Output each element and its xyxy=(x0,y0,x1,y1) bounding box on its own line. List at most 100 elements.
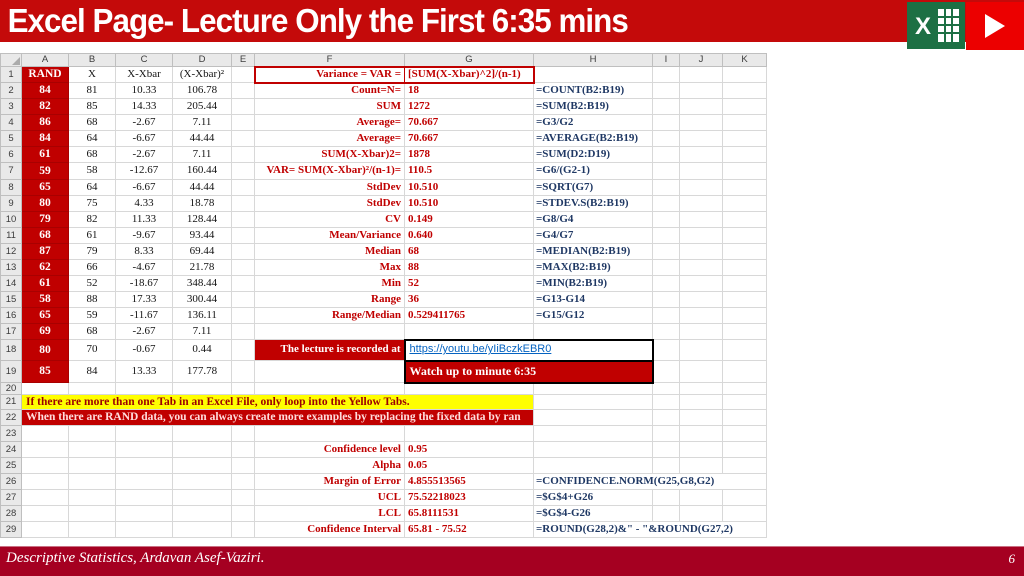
cell-K22[interactable] xyxy=(722,409,767,426)
cell-F1[interactable]: Variance = VAR = xyxy=(253,65,405,84)
cell-B19[interactable]: 84 xyxy=(68,360,116,383)
cell-H20[interactable] xyxy=(533,382,653,395)
row-header-20[interactable]: 20 xyxy=(0,382,22,395)
cell-G8[interactable]: 10.510 xyxy=(404,179,534,196)
row-header-18[interactable]: 18 xyxy=(0,339,22,361)
cell-E9[interactable] xyxy=(231,195,255,212)
cell-A19[interactable]: 85 xyxy=(21,360,69,383)
cell-F10[interactable]: CV xyxy=(254,211,405,228)
cell-B27[interactable] xyxy=(68,489,116,506)
row-header-12[interactable]: 12 xyxy=(0,243,22,260)
cell-I19[interactable] xyxy=(652,360,680,383)
cell-A20[interactable] xyxy=(21,382,69,395)
cell-H7[interactable]: =G6/(G2-1) xyxy=(533,162,653,180)
cell-C3[interactable]: 14.33 xyxy=(115,98,173,115)
cell-H13[interactable]: =MAX(B2:B19) xyxy=(533,259,653,276)
cell-C18[interactable]: -0.67 xyxy=(115,339,173,361)
cell-J20[interactable] xyxy=(679,382,723,395)
cell-J23[interactable] xyxy=(679,425,723,442)
cell-K13[interactable] xyxy=(722,259,767,276)
cell-E27[interactable] xyxy=(231,489,255,506)
cell-D24[interactable] xyxy=(172,441,232,458)
cell-K20[interactable] xyxy=(722,382,767,395)
cell-J24[interactable] xyxy=(679,441,723,458)
cell-H22[interactable] xyxy=(533,409,653,426)
cell-F11[interactable]: Mean/Variance xyxy=(254,227,405,244)
cell-K23[interactable] xyxy=(722,425,767,442)
col-header-F[interactable]: F xyxy=(254,53,405,67)
row-header-7[interactable]: 7 xyxy=(0,162,22,180)
cell-D27[interactable] xyxy=(172,489,232,506)
cell-K10[interactable] xyxy=(722,211,767,228)
cell-F13[interactable]: Max xyxy=(254,259,405,276)
cell-H12[interactable]: =MEDIAN(B2:B19) xyxy=(533,243,653,260)
cell-D17[interactable]: 7.11 xyxy=(172,323,232,340)
cell-E7[interactable] xyxy=(231,162,255,180)
cell-D5[interactable]: 44.44 xyxy=(172,130,232,147)
cell-F28[interactable]: LCL xyxy=(254,505,405,522)
cell-D6[interactable]: 7.11 xyxy=(172,146,232,163)
cell-C4[interactable]: -2.67 xyxy=(115,114,173,131)
cell-D1[interactable]: (X-Xbar)² xyxy=(172,66,232,83)
cell-H15[interactable]: =G13-G14 xyxy=(533,291,653,308)
cell-B6[interactable]: 68 xyxy=(68,146,116,163)
cell-K12[interactable] xyxy=(722,243,767,260)
cell-B8[interactable]: 64 xyxy=(68,179,116,196)
cell-C14[interactable]: -18.67 xyxy=(115,275,173,292)
cell-E5[interactable] xyxy=(231,130,255,147)
cell-A11[interactable]: 68 xyxy=(21,227,69,244)
cell-D20[interactable] xyxy=(172,382,232,395)
cell-K1[interactable] xyxy=(722,66,767,83)
row-header-6[interactable]: 6 xyxy=(0,146,22,163)
cell-G5[interactable]: 70.667 xyxy=(404,130,534,147)
cell-A7[interactable]: 59 xyxy=(21,162,69,180)
cell-A13[interactable]: 62 xyxy=(21,259,69,276)
cell-B4[interactable]: 68 xyxy=(68,114,116,131)
cell-C23[interactable] xyxy=(115,425,173,442)
cell-F7[interactable]: VAR= SUM(X-Xbar)²/(n-1)= xyxy=(254,162,405,180)
cell-G18[interactable]: https://youtu.be/yIiBczkEBR0 xyxy=(403,338,654,362)
cell-A5[interactable]: 84 xyxy=(21,130,69,147)
cell-E28[interactable] xyxy=(231,505,255,522)
cell-F6[interactable]: SUM(X-Xbar)2= xyxy=(254,146,405,163)
cell-B7[interactable]: 58 xyxy=(68,162,116,180)
col-header-G[interactable]: G xyxy=(404,53,534,67)
cell-D7[interactable]: 160.44 xyxy=(172,162,232,180)
cell-E12[interactable] xyxy=(231,243,255,260)
cell-E6[interactable] xyxy=(231,146,255,163)
cell-G15[interactable]: 36 xyxy=(404,291,534,308)
cell-J21[interactable] xyxy=(679,394,723,410)
cell-F24[interactable]: Confidence level xyxy=(254,441,405,458)
cell-I1[interactable] xyxy=(652,66,680,83)
cell-D28[interactable] xyxy=(172,505,232,522)
play-button[interactable] xyxy=(966,2,1024,50)
cell-K24[interactable] xyxy=(722,441,767,458)
cell-C7[interactable]: -12.67 xyxy=(115,162,173,180)
cell-B10[interactable]: 82 xyxy=(68,211,116,228)
cell-J7[interactable] xyxy=(679,162,723,180)
cell-I9[interactable] xyxy=(652,195,680,212)
row-header-17[interactable]: 17 xyxy=(0,323,22,340)
cell-A27[interactable] xyxy=(21,489,69,506)
cell-I4[interactable] xyxy=(652,114,680,131)
cell-C16[interactable]: -11.67 xyxy=(115,307,173,324)
cell-I22[interactable] xyxy=(652,409,680,426)
cell-B20[interactable] xyxy=(68,382,116,395)
cell-H11[interactable]: =G4/G7 xyxy=(533,227,653,244)
cell-H25[interactable] xyxy=(533,457,653,474)
cell-I7[interactable] xyxy=(652,162,680,180)
cell-E13[interactable] xyxy=(231,259,255,276)
row-header-14[interactable]: 14 xyxy=(0,275,22,292)
cell-K21[interactable] xyxy=(722,394,767,410)
cell-I17[interactable] xyxy=(652,323,680,340)
cell-F17[interactable] xyxy=(254,323,405,340)
cell-K15[interactable] xyxy=(722,291,767,308)
cell-J15[interactable] xyxy=(679,291,723,308)
cell-G1[interactable]: [SUM(X-Xbar)^2]/(n-1) xyxy=(404,65,535,84)
cell-H27[interactable]: =$G$4+G26 xyxy=(533,489,653,506)
cell-K5[interactable] xyxy=(722,130,767,147)
cell-E20[interactable] xyxy=(231,382,255,395)
cell-B26[interactable] xyxy=(68,473,116,490)
cell-I28[interactable] xyxy=(652,505,680,522)
cell-G27[interactable]: 75.52218023 xyxy=(404,489,534,506)
